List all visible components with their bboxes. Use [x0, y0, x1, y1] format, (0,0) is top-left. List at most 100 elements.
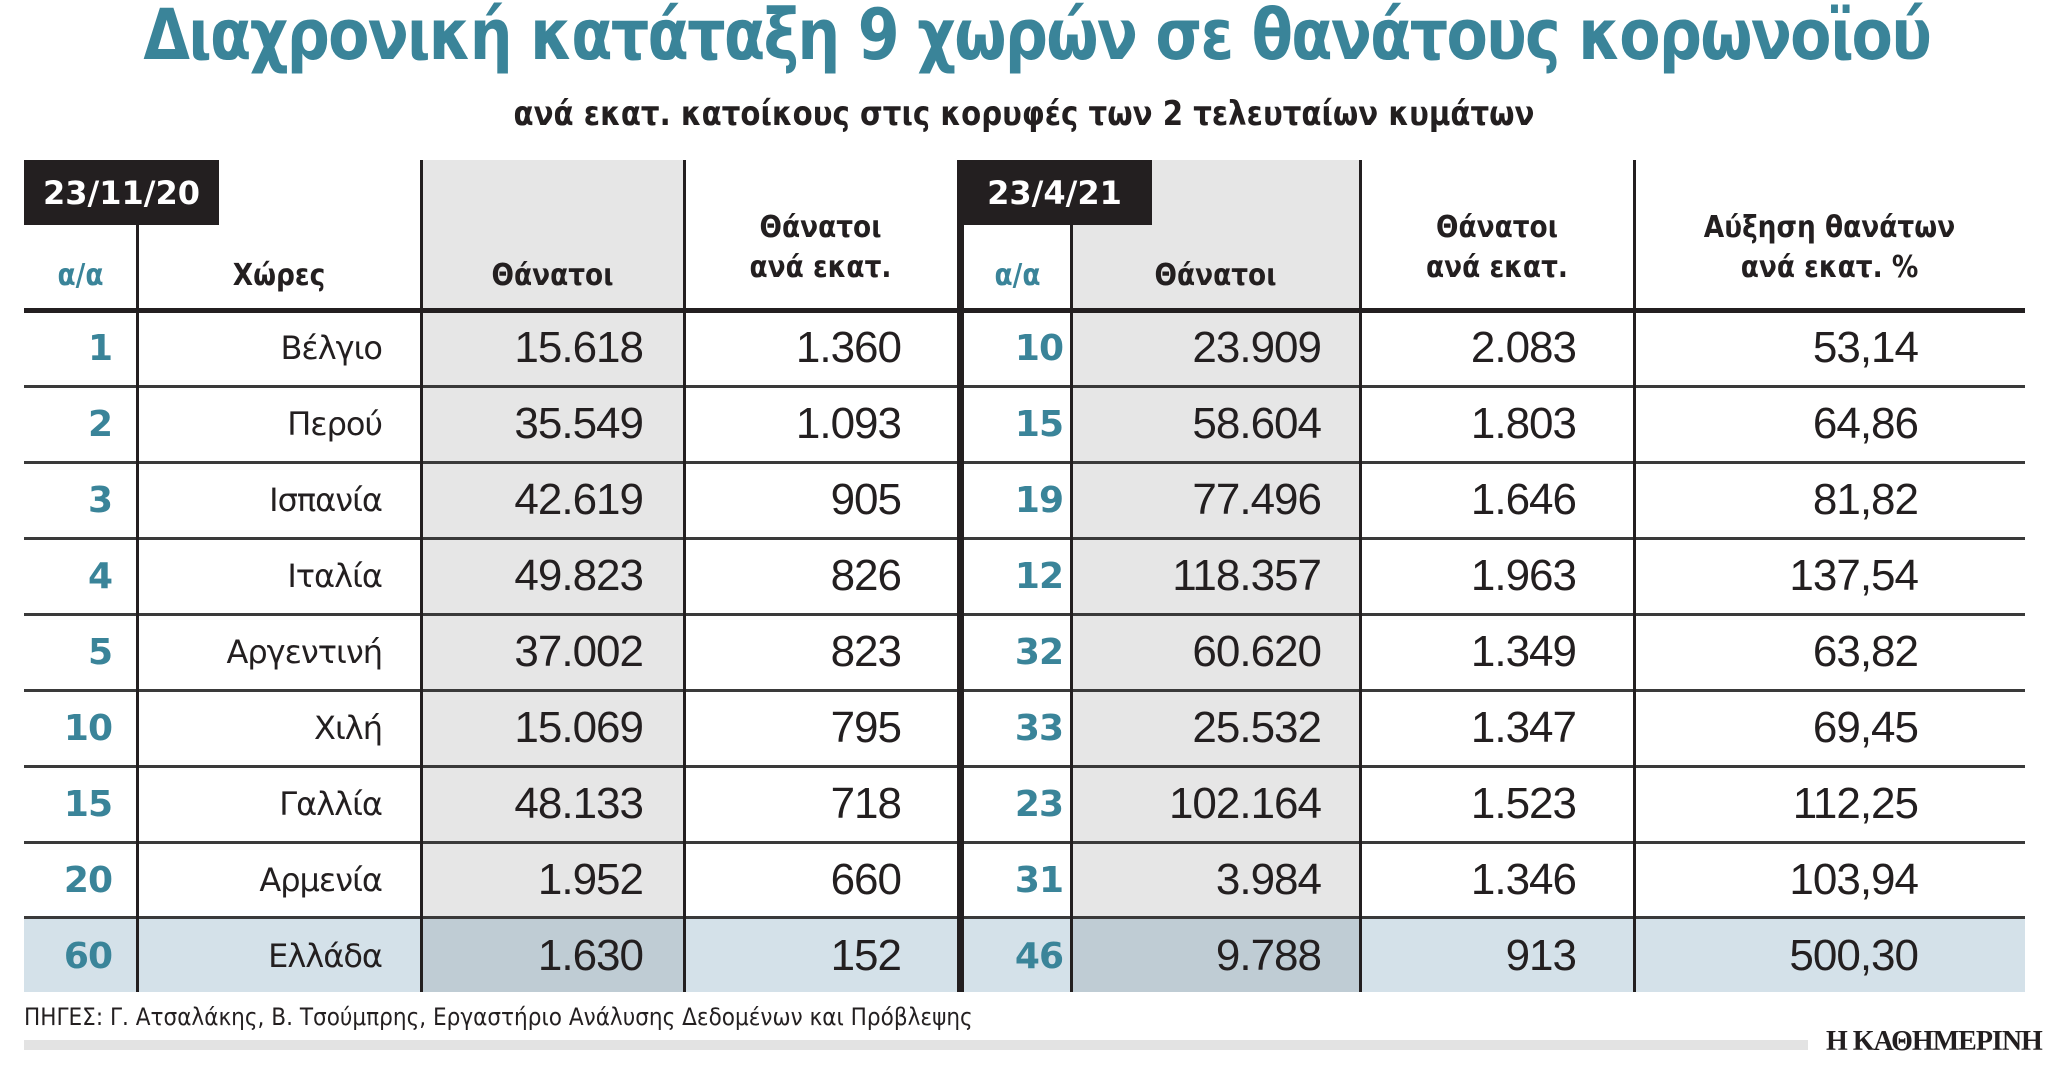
- cell-increase: 112,25: [1792, 779, 1919, 828]
- table-row: 1 Βέλγιο 15.618 1.360 10 23.909 2.083 53,14: [24, 310, 2025, 386]
- cell-rank1: 20: [63, 859, 113, 901]
- table-row-highlight: 60 Ελλάδα 1.630 152 46 9.788 913 500,30: [24, 918, 2025, 994]
- page-subtitle: ανά εκατ. κατοίκους στις κορυφές των 2 τ…: [513, 94, 1535, 134]
- cell-deaths1: 1.952: [537, 855, 644, 904]
- cell-increase: 137,54: [1789, 551, 1919, 600]
- cell-pm1: 905: [830, 475, 902, 524]
- cell-increase: 64,86: [1812, 399, 1919, 448]
- header-rank1: α/α: [57, 258, 104, 293]
- cell-pm1: 795: [830, 703, 902, 752]
- cell-pm1: 152: [830, 931, 902, 980]
- col-divider: [1359, 160, 1362, 992]
- cell-pm2: 1.346: [1470, 855, 1577, 904]
- cell-increase: 103,94: [1789, 855, 1919, 904]
- table-row: 5 Αργεντινή 37.002 823 32 60.620 1.349 63,82: [24, 614, 2025, 690]
- cell-deaths1: 1.630: [537, 931, 644, 980]
- cell-deaths1: 15.618: [514, 323, 644, 372]
- cell-rank1: 4: [87, 555, 113, 597]
- header-countries: Χώρες: [232, 258, 326, 293]
- publisher-logo: Η ΚΑΘΗΜΕΡΙΝΗ: [1826, 1026, 2043, 1057]
- cell-rank2: 19: [1014, 479, 1064, 521]
- row-divider: [24, 385, 2025, 388]
- cell-deaths2: 118.357: [1172, 551, 1322, 600]
- row-divider: [24, 537, 2025, 540]
- cell-rank1: 2: [87, 403, 113, 445]
- cell-rank2: 12: [1014, 555, 1064, 597]
- col-divider: [683, 160, 686, 992]
- cell-deaths1: 48.133: [514, 779, 644, 828]
- cell-rank1: 1: [87, 327, 113, 369]
- cell-deaths2: 3.984: [1215, 855, 1322, 904]
- cell-deaths1: 35.549: [514, 399, 644, 448]
- cell-rank2: 15: [1014, 403, 1064, 445]
- cell-deaths1: 49.823: [514, 551, 644, 600]
- header-per-million2: Θάνατοι ανά εκατ.: [1426, 210, 1568, 285]
- col-divider: [1633, 160, 1636, 992]
- cell-deaths1: 37.002: [514, 627, 644, 676]
- highlight-deaths1-bg: [421, 918, 684, 992]
- source-note: ΠΗΓΕΣ: Γ. Ατσαλάκης, Β. Τσούμπρης, Εργασ…: [24, 1003, 973, 1031]
- cell-deaths2: 9.788: [1215, 931, 1322, 980]
- cell-pm2: 1.963: [1470, 551, 1577, 600]
- table-row: 10 Χιλή 15.069 795 33 25.532 1.347 69,45: [24, 690, 2025, 766]
- date-label-first-wave: 23/11/20: [24, 160, 219, 225]
- cell-country: Περού: [287, 405, 383, 443]
- cell-deaths2: 25.532: [1192, 703, 1322, 752]
- header-per-million1: Θάνατοι ανά εκατ.: [749, 210, 892, 285]
- cell-pm1: 660: [830, 855, 902, 904]
- col-divider: [420, 160, 423, 992]
- header-rank2: α/α: [994, 258, 1041, 293]
- row-divider: [24, 916, 2025, 919]
- cell-rank2: 46: [1014, 935, 1064, 977]
- cell-deaths2: 58.604: [1192, 399, 1322, 448]
- cell-pm2: 1.523: [1470, 779, 1577, 828]
- table-row: 15 Γαλλία 48.133 718 23 102.164 1.523 112,25: [24, 766, 2025, 842]
- row-divider: [24, 765, 2025, 768]
- cell-pm1: 826: [830, 551, 902, 600]
- cell-country: Γαλλία: [279, 785, 383, 823]
- cell-deaths2: 102.164: [1168, 779, 1322, 828]
- date-label-second-wave: 23/4/21: [957, 160, 1152, 225]
- cell-country: Ελλάδα: [268, 937, 383, 975]
- row-divider: [24, 689, 2025, 692]
- table-row: 2 Περού 35.549 1.093 15 58.604 1.803 64,86: [24, 386, 2025, 462]
- cell-country: Αργεντινή: [226, 633, 383, 671]
- page-title: Διαχρονική κατάταξη 9 χωρών σε θανάτους …: [143, 0, 1931, 76]
- cell-deaths1: 42.619: [514, 475, 644, 524]
- cell-pm2: 1.803: [1470, 399, 1577, 448]
- row-divider: [24, 461, 2025, 464]
- header-deaths1: Θάνατοι: [491, 258, 614, 293]
- footer-bar: [24, 1040, 1808, 1050]
- section-divider: [957, 160, 964, 992]
- cell-rank2: 33: [1014, 707, 1064, 749]
- table-row: 20 Αρμενία 1.952 660 31 3.984 1.346 103,94: [24, 842, 2025, 918]
- cell-increase: 81,82: [1812, 475, 1919, 524]
- cell-rank1: 10: [63, 707, 113, 749]
- cell-increase: 53,14: [1812, 323, 1919, 372]
- cell-country: Ιταλία: [287, 557, 383, 595]
- cell-deaths2: 60.620: [1192, 627, 1322, 676]
- col-divider: [136, 225, 139, 992]
- cell-pm2: 1.347: [1470, 703, 1577, 752]
- cell-pm2: 1.349: [1470, 627, 1577, 676]
- cell-pm1: 718: [830, 779, 902, 828]
- cell-pm1: 1.360: [795, 323, 902, 372]
- cell-pm2: 2.083: [1470, 323, 1577, 372]
- cell-pm2: 913: [1505, 931, 1577, 980]
- cell-increase: 69,45: [1812, 703, 1919, 752]
- cell-deaths2: 23.909: [1192, 323, 1322, 372]
- cell-rank2: 23: [1014, 783, 1064, 825]
- cell-increase: 63,82: [1812, 627, 1919, 676]
- highlight-row-bg: [24, 918, 2025, 992]
- header-deaths2: Θάνατοι: [1154, 258, 1277, 293]
- highlight-deaths2-bg: [1071, 918, 1360, 992]
- cell-pm1: 823: [830, 627, 902, 676]
- table-row: 4 Ιταλία 49.823 826 12 118.357 1.963 137,54: [24, 538, 2025, 614]
- cell-pm2: 1.646: [1470, 475, 1577, 524]
- cell-pm1: 1.093: [795, 399, 902, 448]
- cell-country: Χιλή: [314, 709, 383, 747]
- cell-country: Βέλγιο: [280, 329, 383, 367]
- cell-deaths1: 15.069: [514, 703, 644, 752]
- cell-country: Αρμενία: [259, 861, 383, 899]
- col-divider: [1070, 225, 1073, 992]
